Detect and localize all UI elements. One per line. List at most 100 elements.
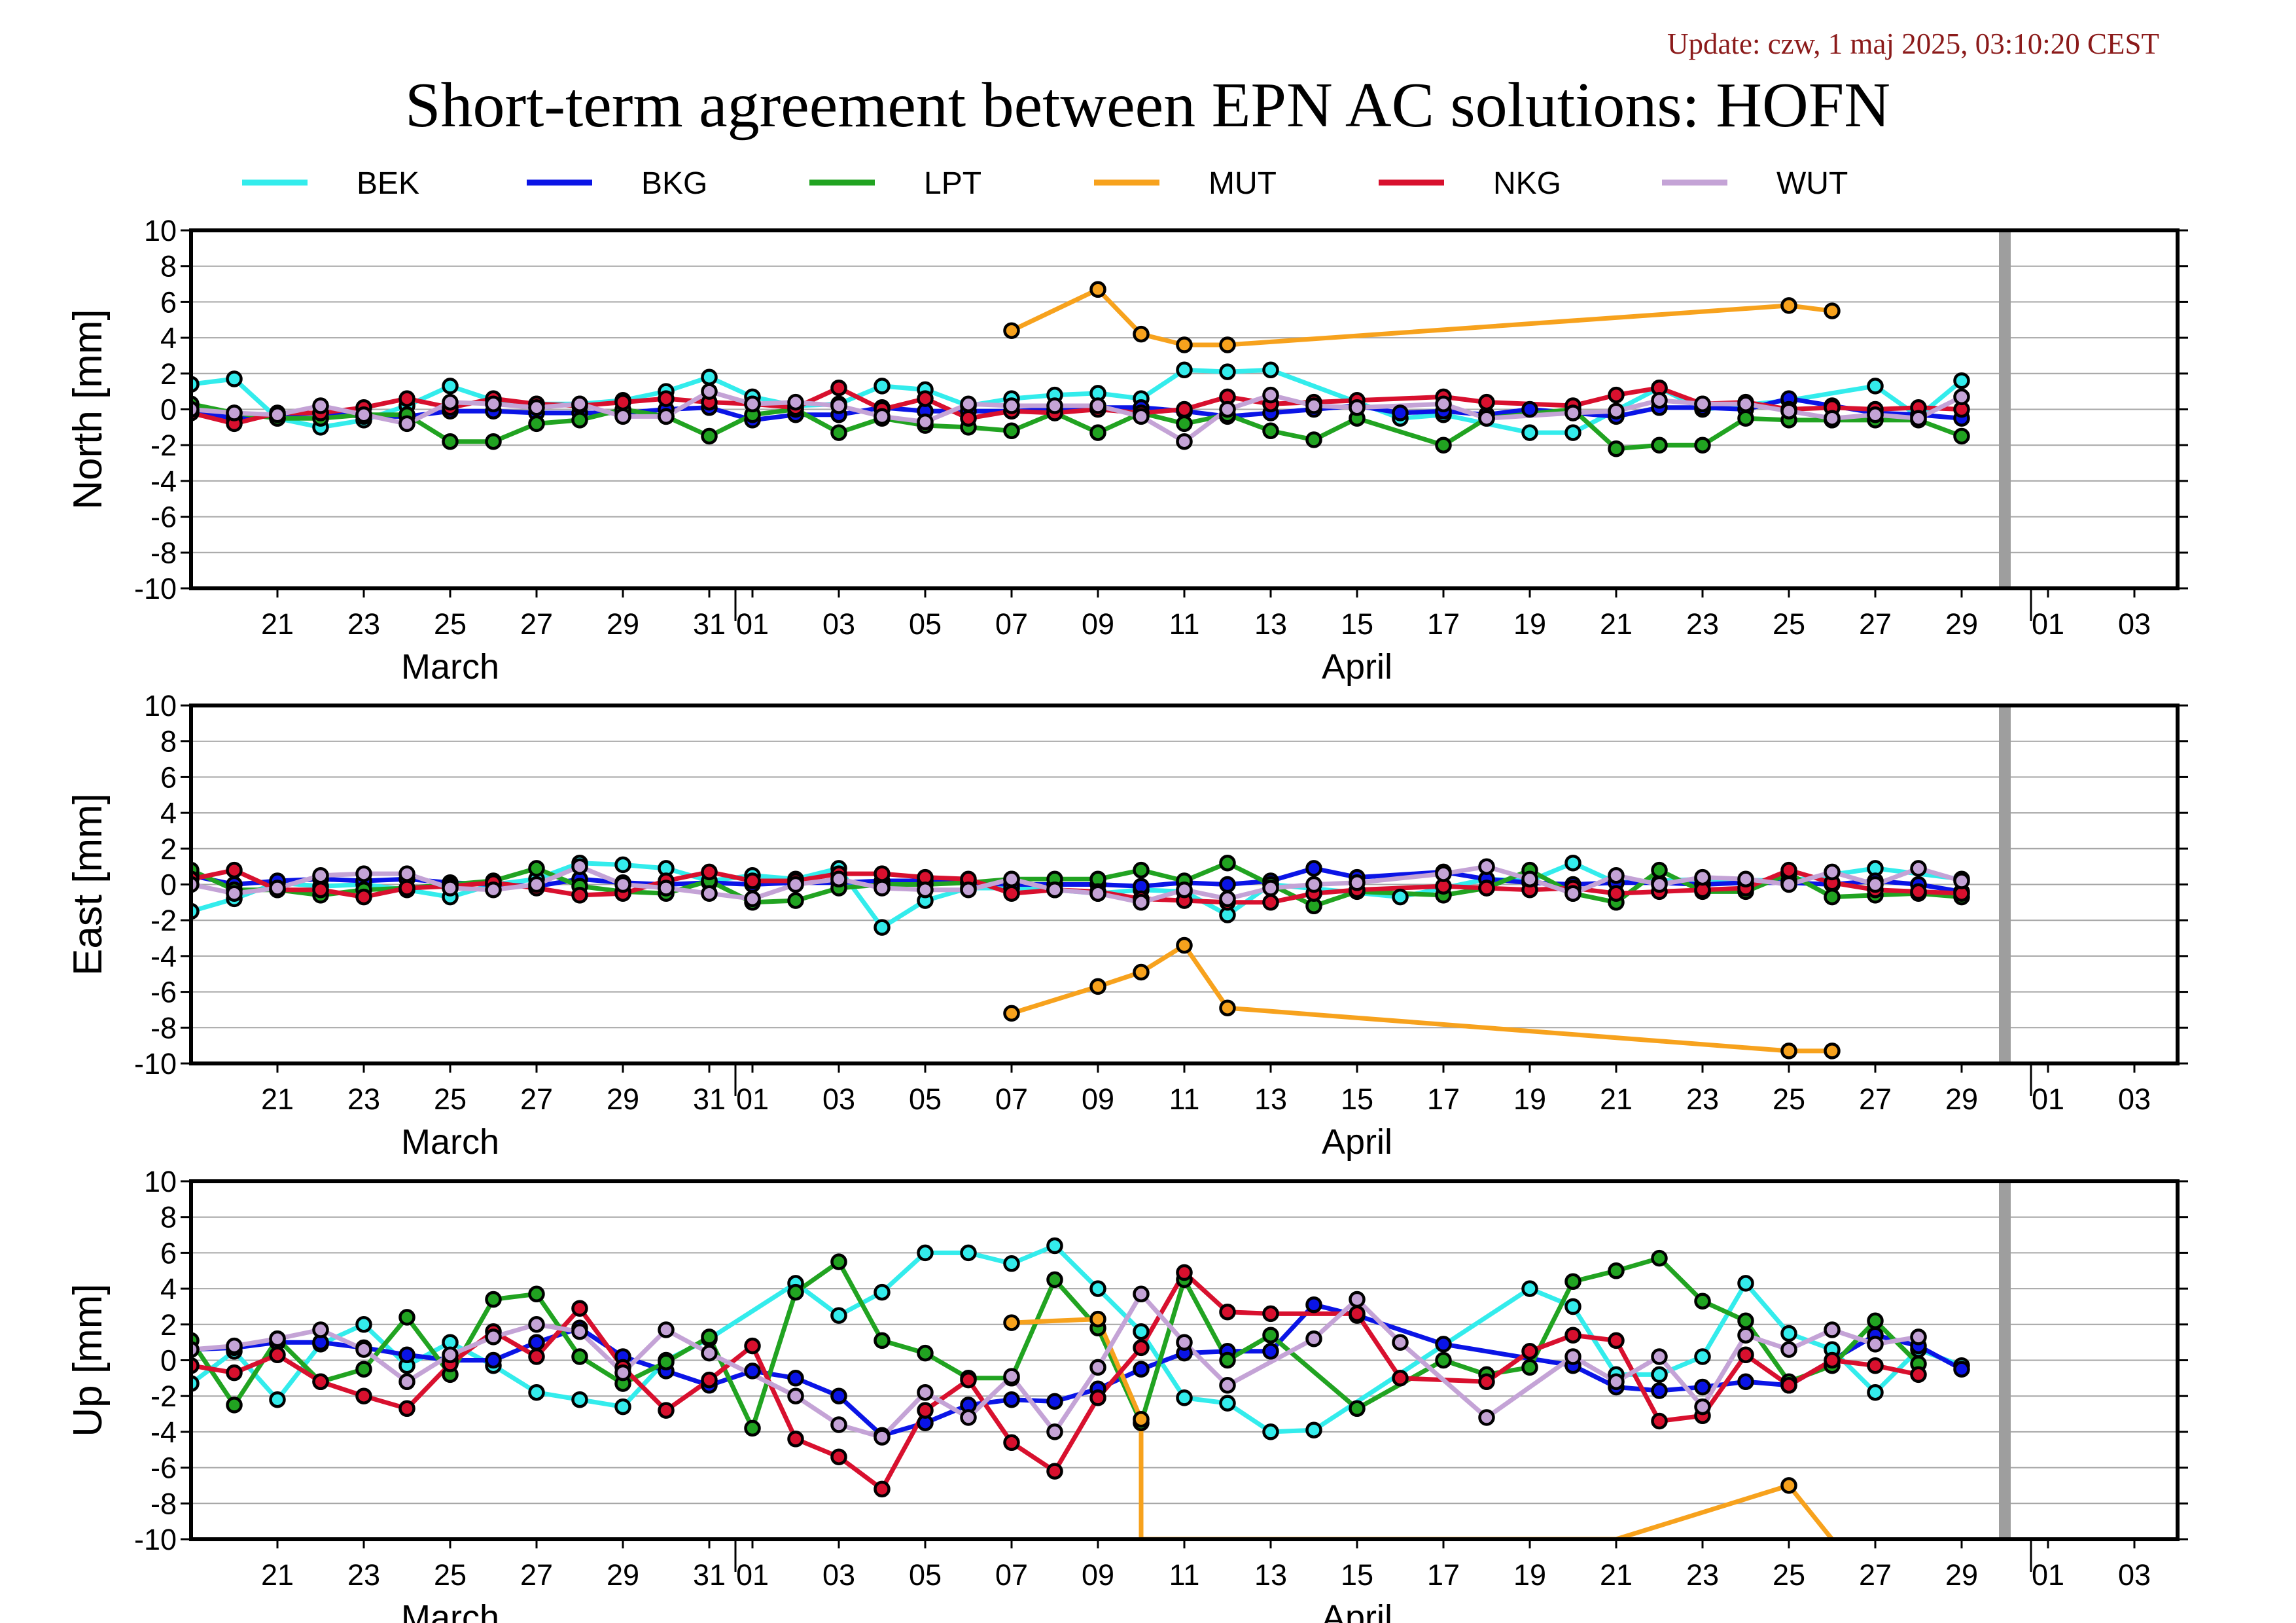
up-point-mut: [1089, 1310, 1106, 1328]
north-ytick-label: -8: [150, 536, 177, 569]
up-point-lpt: [1867, 1312, 1884, 1330]
up-point-nkg: [1737, 1346, 1754, 1364]
north-point-wut: [1176, 433, 1193, 450]
north-xtick-label: 23: [347, 607, 380, 641]
up-point-bek: [528, 1383, 545, 1401]
north-point-wut: [1089, 397, 1106, 414]
up-xtick-label: 17: [1427, 1558, 1460, 1592]
east-point-bek: [874, 919, 891, 936]
north-point-lpt: [830, 424, 847, 441]
up-point-wut: [1349, 1291, 1366, 1308]
east-point-wut: [917, 881, 934, 899]
east-point-wut: [1910, 860, 1927, 877]
north-point-wut: [528, 399, 545, 416]
up-point-wut: [1608, 1373, 1625, 1391]
up-point-bkg: [485, 1351, 502, 1369]
east-point-wut: [1651, 876, 1668, 893]
up-point-bkg: [1046, 1393, 1063, 1410]
up-point-wut: [1867, 1336, 1884, 1353]
east-point-nkg: [1780, 861, 1797, 879]
up-point-nkg: [658, 1402, 675, 1419]
up-ytick-label: -4: [150, 1416, 177, 1449]
up-point-lpt: [1694, 1293, 1711, 1310]
up-point-bek: [960, 1244, 977, 1262]
up-point-bkg: [1953, 1361, 1970, 1378]
north-point-wut: [744, 395, 761, 413]
east-xtick-label: 01: [2032, 1082, 2064, 1116]
up-point-nkg: [1219, 1303, 1236, 1321]
up-point-wut: [485, 1329, 502, 1346]
up-point-bkg: [1003, 1391, 1020, 1408]
east-point-wut: [226, 885, 243, 902]
legend-label-mut: MUT: [1209, 166, 1277, 201]
east-point-wut: [1780, 876, 1797, 893]
up-ytick-label: -8: [150, 1487, 177, 1520]
east-xtick-label: 01: [736, 1082, 769, 1116]
north-point-wut: [658, 408, 675, 425]
up-point-bek: [1133, 1323, 1150, 1340]
east-xtick-label: 29: [607, 1082, 639, 1116]
north-point-wut: [1003, 397, 1020, 414]
up-point-bkg: [787, 1370, 804, 1387]
north-point-wut: [1694, 395, 1711, 413]
north-point-wut: [269, 406, 286, 423]
up-point-nkg: [1133, 1339, 1150, 1357]
up-xtick-label: 29: [607, 1558, 639, 1592]
north-point-lpt: [528, 415, 545, 433]
north-point-bek: [874, 378, 891, 395]
north-point-bek: [1521, 424, 1538, 441]
up-point-wut: [1737, 1327, 1754, 1344]
north-point-mut: [1003, 322, 1020, 339]
up-point-nkg: [1608, 1332, 1625, 1349]
up-ytick-label: -2: [150, 1380, 177, 1413]
north-point-wut: [1305, 397, 1322, 414]
east-point-mut: [1780, 1043, 1797, 1060]
north-point-nkg: [614, 393, 631, 411]
up-xtick-label: 25: [434, 1558, 467, 1592]
north-point-bkg: [1392, 404, 1409, 421]
north-point-wut: [1953, 388, 1970, 406]
up-today-marker: [1999, 1181, 2011, 1539]
east-point-bek: [1392, 888, 1409, 906]
up-xtick-label: 31: [693, 1558, 726, 1592]
north-point-lpt: [1953, 427, 1970, 445]
north-point-wut: [960, 395, 977, 413]
north-point-wut: [442, 393, 459, 411]
up-point-wut: [1089, 1359, 1106, 1376]
up-point-wut: [226, 1337, 243, 1355]
east-point-wut: [1176, 881, 1193, 899]
north-xtick-label: 29: [607, 607, 639, 641]
east-xtick-label: 27: [520, 1082, 553, 1116]
north-point-lpt: [1003, 422, 1020, 440]
north-point-wut: [226, 404, 243, 421]
up-point-wut: [1046, 1423, 1063, 1440]
north-point-wut: [1867, 406, 1884, 423]
up-point-lpt: [398, 1309, 415, 1326]
east-ytick-label: 2: [160, 832, 177, 866]
up-point-bkg: [1651, 1382, 1668, 1399]
east-point-wut: [442, 880, 459, 897]
up-point-lpt: [355, 1361, 372, 1378]
east-month-label-april: April: [1322, 1122, 1392, 1162]
up-point-lpt: [874, 1332, 891, 1349]
east-ytick-label: -4: [150, 940, 177, 973]
north-xtick-label: 17: [1427, 607, 1460, 641]
up-point-bek: [1176, 1389, 1193, 1406]
up-xtick-label: 21: [261, 1558, 294, 1592]
up-point-lpt: [658, 1353, 675, 1370]
east-point-lpt: [528, 860, 545, 877]
up-point-lpt: [226, 1397, 243, 1414]
east-ytick-label: 0: [160, 868, 177, 902]
east-point-wut: [874, 880, 891, 897]
up-point-wut: [614, 1364, 631, 1382]
east-xtick-label: 09: [1082, 1082, 1114, 1116]
up-point-lpt: [787, 1283, 804, 1301]
north-point-wut: [874, 408, 891, 425]
north-point-nkg: [1608, 386, 1625, 404]
up-point-nkg: [1478, 1373, 1495, 1391]
legend-label-bkg: BKG: [641, 166, 707, 201]
up-point-nkg: [1003, 1434, 1020, 1452]
east-point-lpt: [1133, 861, 1150, 879]
up-point-nkg: [1780, 1377, 1797, 1394]
